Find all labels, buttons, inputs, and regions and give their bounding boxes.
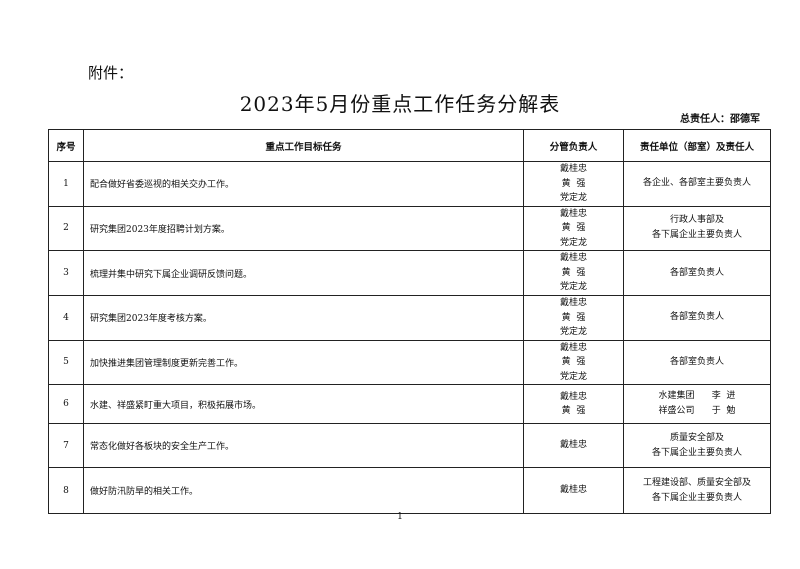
table-row: 5 加快推进集团管理制度更新完善工作。 戴桂忠黄 强党定龙 各部室负责人 [48,339,771,385]
task-text: 配合做好省委巡视的相关交办工作。 [83,161,524,207]
unit-line: 质量安全部及 [669,432,724,443]
lead-name: 党定龙 [559,193,587,203]
overall-owner: 总责任人：邵德军 [680,114,760,125]
row-number: 1 [48,161,84,207]
responsible-unit: 行政人事部及各下属企业主要负责人 [623,205,771,251]
lead-name: 戴桂忠 [559,298,587,308]
table-row: 1 配合做好省委巡视的相关交办工作。 戴桂忠黄 强党定龙 各企业、各部室主要负责人 [48,161,771,207]
unit-line: 各下属企业主要负责人 [651,230,742,241]
task-text: 梳理并集中研究下属企业调研反馈问题。 [83,250,524,296]
table-row: 4 研究集团2023年度考核方案。 戴桂忠黄 强党定龙 各部室负责人 [48,295,771,341]
row-number: 4 [48,295,84,341]
responsible-unit: 工程建设部、质量安全部及 各下属企业主要负责人 [623,467,771,514]
task-text: 加快推进集团管理制度更新完善工作。 [83,339,524,385]
responsible-unit: 质量安全部及各下属企业主要负责人 [623,423,771,468]
unit-line: 各部室负责人 [669,312,724,323]
header-no: 序号 [48,129,84,162]
task-text: 研究集团2023年度考核方案。 [83,295,524,341]
lead-names: 戴桂忠 [523,423,624,468]
header-task: 重点工作目标任务 [83,129,524,162]
lead-names: 戴桂忠 [523,467,624,514]
lead-name: 黄 强 [561,223,586,233]
lead-names: 戴桂忠黄 强党定龙 [523,250,624,296]
responsible-unit: 各部室负责人 [623,295,771,341]
lead-names: 戴桂忠黄 强党定龙 [523,295,624,341]
row-number: 7 [48,423,84,468]
lead-name: 党定龙 [559,327,587,337]
unit-line: 各企业、各部室主要负责人 [642,178,751,189]
lead-name: 黄 强 [561,267,586,278]
row-number: 6 [48,384,84,424]
unit-line: 工程建设部、质量安全部及 [642,477,751,488]
task-table: 序号 重点工作目标任务 分管负责人 责任单位（部室）及责任人 1 配合做好省委巡视… [48,129,771,514]
unit-line: 水建集团 李 进 [658,391,736,401]
lead-name: 黄 强 [561,406,586,416]
table-header-row: 序号 重点工作目标任务 分管负责人 责任单位（部室）及责任人 [48,129,771,162]
lead-name: 戴桂忠 [559,253,587,264]
lead-name: 戴桂忠 [559,485,587,496]
attachment-label: 附件： [88,64,134,82]
task-text: 水建、祥盛紧盯重大项目，积极拓展市场。 [83,384,524,424]
lead-name: 戴桂忠 [559,391,587,402]
table-row: 7 常态化做好各板块的安全生产工作。 戴桂忠 质量安全部及各下属企业主要负责人 [48,423,771,468]
lead-names: 戴桂忠黄 强党定龙 [523,339,624,385]
lead-name: 黄 强 [561,178,586,189]
lead-names: 戴桂忠黄 强 [523,384,624,424]
page-number: 1 [397,512,403,522]
document-title: 2023年5月份重点工作任务分解表 [239,92,561,116]
unit-line: 行政人事部及 [669,215,724,226]
header-lead: 分管负责人 [523,129,624,162]
unit-line: 各部室负责人 [669,267,724,278]
table-row: 6 水建、祥盛紧盯重大项目，积极拓展市场。 戴桂忠黄 强水建集团 李 进祥盛公司 于… [48,384,771,424]
responsible-unit: 各部室负责人 [623,339,771,385]
lead-name: 党定龙 [559,371,587,382]
task-text: 研究集团2023年度招聘计划方案。 [83,205,524,251]
responsible-unit: 各企业、各部室主要负责人 [623,161,771,207]
unit-line: 各下属企业主要负责人 [651,492,742,503]
unit-line: 祥盛公司 于 勉 [658,406,736,416]
row-number: 5 [48,339,84,385]
lead-name: 戴桂忠 [559,342,587,353]
lead-name: 戴桂忠 [559,164,587,174]
header-unit: 责任单位（部室）及责任人 [623,129,771,162]
table-row: 2 研究集团2023年度招聘计划方案。 戴桂忠黄 强党定龙 行政人事部及 各下属企业主要… [48,205,771,251]
lead-names: 戴桂忠黄 强党定龙 [523,205,624,251]
lead-name: 党定龙 [559,282,587,293]
lead-name: 戴桂忠 [559,440,587,451]
unit-line: 各下属企业主要负责人 [651,447,742,458]
lead-names: 戴桂忠黄 强党定龙 [523,161,624,207]
lead-name: 黄 强 [561,312,586,323]
table-row: 8 做好防汛防旱的相关工作。 戴桂忠 工程建设部、质量安全部及 各下属企业主要负责人 [48,467,771,514]
row-number: 2 [48,205,84,251]
row-number: 3 [48,250,84,296]
lead-name: 党定龙 [559,237,587,248]
task-text: 常态化做好各板块的安全生产工作。 [83,423,524,468]
lead-name: 黄 强 [561,357,586,367]
row-number: 8 [48,467,84,514]
responsible-unit: 水建集团 李 进祥盛公司 于 勉 [623,384,771,424]
table-row: 3 梳理并集中研究下属企业调研反馈问题。 戴桂忠黄 强党定龙 各部室负责人 [48,250,771,296]
unit-line: 各部室负责人 [669,356,724,367]
responsible-unit: 各部室负责人 [623,250,771,296]
lead-name: 戴桂忠 [559,208,587,219]
task-text: 做好防汛防旱的相关工作。 [83,467,524,514]
